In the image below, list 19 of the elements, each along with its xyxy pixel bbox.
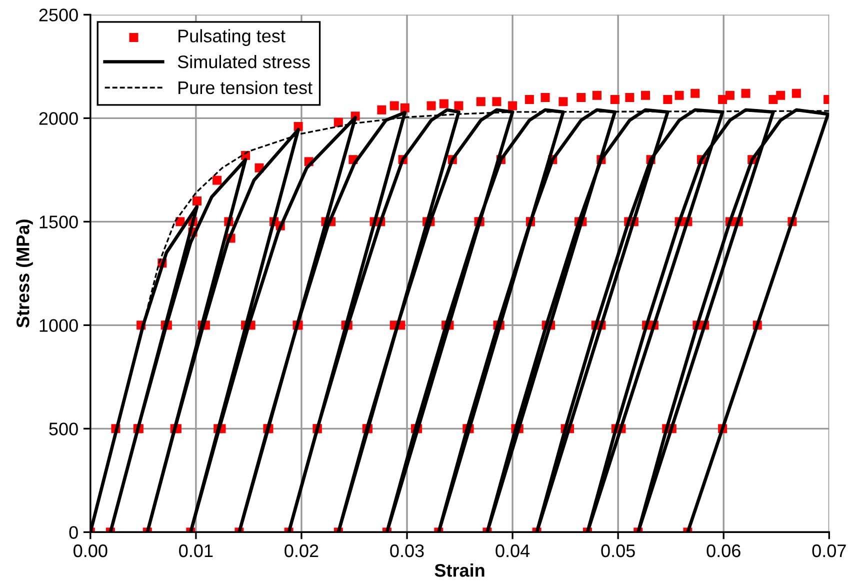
y-tick-label: 1000 <box>40 319 78 332</box>
x-tick-label: 0.04 <box>496 544 530 558</box>
x-axis-title: Strain <box>434 564 484 577</box>
y-tick-label: 2000 <box>39 112 78 125</box>
legend-label: Simulated stress <box>178 55 310 68</box>
x-tick-label: 0.02 <box>284 544 318 558</box>
y-tick-label: 1500 <box>40 216 78 228</box>
y-tick-label: 500 <box>49 422 78 436</box>
x-tick-label: 0.00 <box>74 544 108 558</box>
legend-label: Pure tension test <box>178 80 312 94</box>
y-tick-label: 2500 <box>39 8 78 22</box>
x-tick-label: 0.06 <box>706 544 740 558</box>
y-axis-title: Stress (MPa) <box>16 220 33 328</box>
x-tick-label: 0.01 <box>179 544 213 558</box>
y-tick-label: 0 <box>69 526 78 539</box>
legend-label: Pulsating test <box>178 29 286 46</box>
x-tick-label: 0.03 <box>390 544 424 558</box>
x-tick-label: 0.07 <box>812 544 846 558</box>
x-tick-label: 0.05 <box>601 544 635 558</box>
